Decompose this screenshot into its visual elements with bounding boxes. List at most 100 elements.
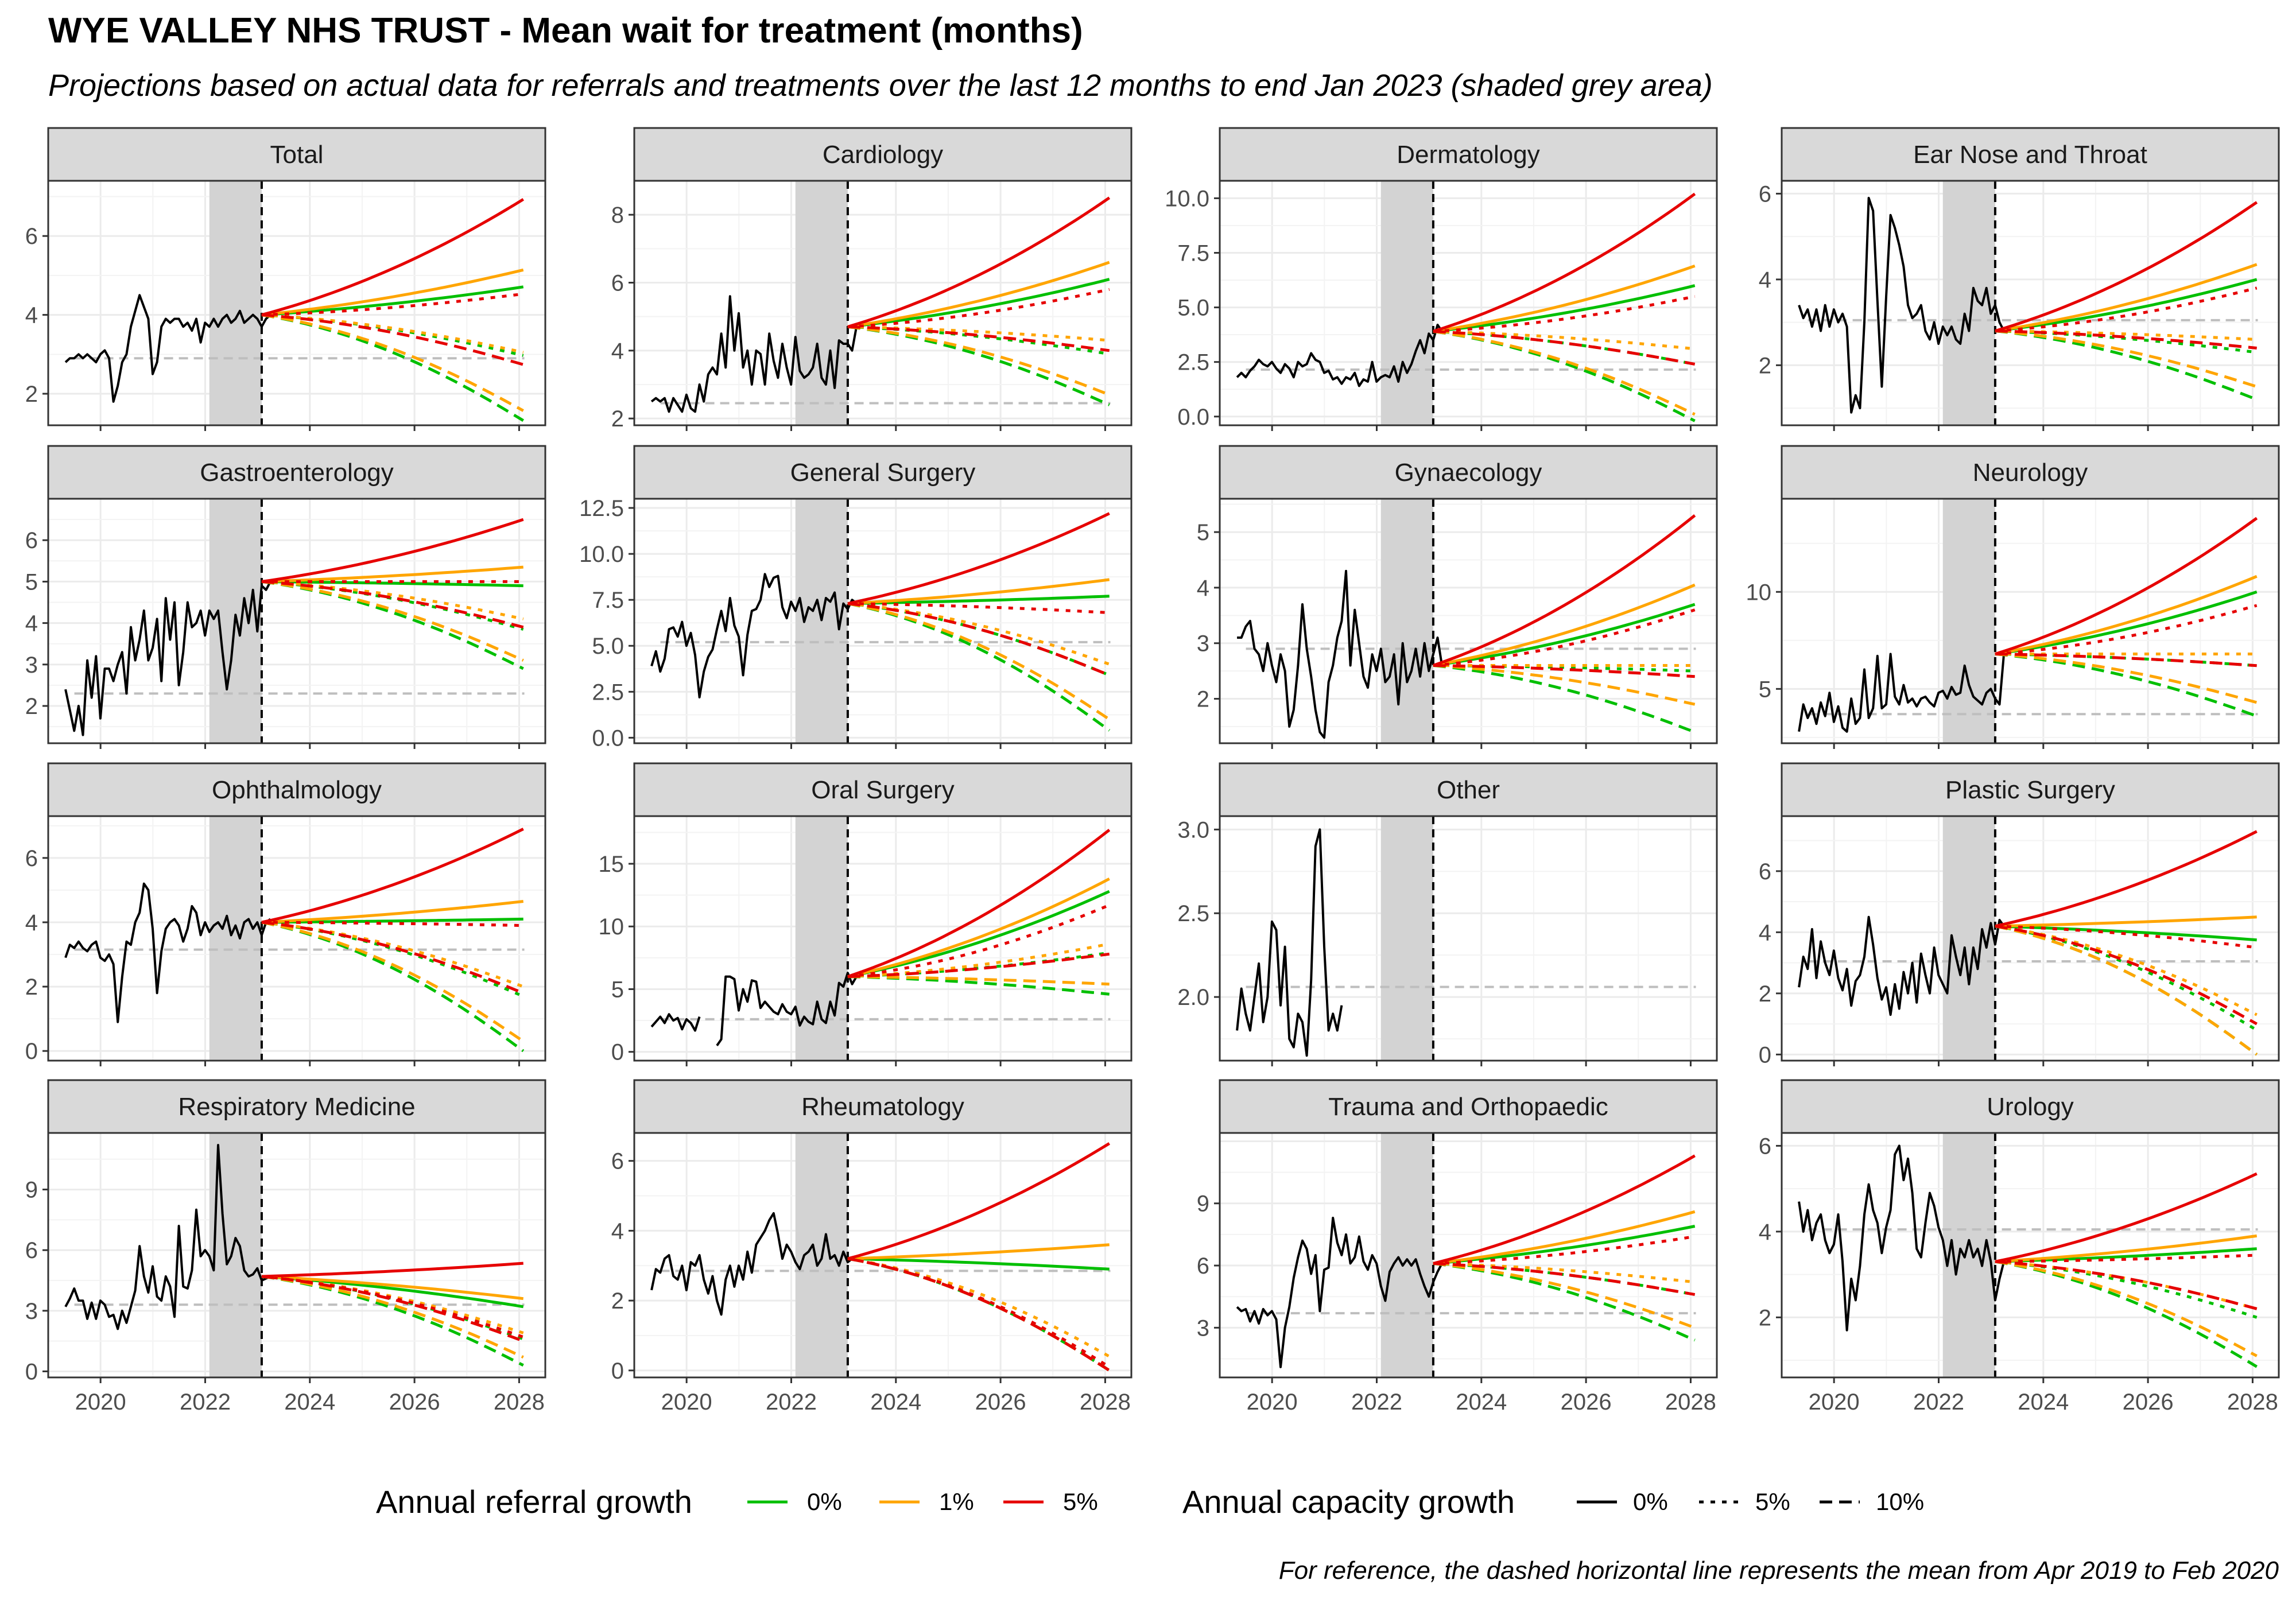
projection-r5 — [1995, 830, 2258, 928]
projection-r1c10 — [847, 975, 1110, 986]
y-tick-label: 4 — [1759, 1220, 1771, 1245]
projection-r1 — [1995, 915, 2257, 928]
projection-r5c5 — [261, 292, 523, 317]
projection-r0 — [1433, 603, 1696, 667]
facet-label: Oral Surgery — [811, 776, 954, 804]
facet-label: Neurology — [1973, 459, 2088, 487]
projection-r0 — [847, 1257, 1110, 1271]
x-tick-label: 2020 — [661, 1389, 712, 1415]
facet-label: Urology — [1987, 1093, 2074, 1121]
y-tick-label: 0 — [1759, 1042, 1771, 1068]
x-tick-label: 2026 — [975, 1389, 1026, 1415]
projection-r1 — [1995, 575, 2258, 655]
y-tick-label: 2.5 — [1177, 350, 1209, 375]
y-tick-label: 5 — [1759, 677, 1771, 702]
projection-r1c10 — [261, 921, 525, 1043]
facet-label: Other — [1437, 776, 1500, 804]
shaded-period — [795, 816, 848, 1061]
projection-r1c10 — [261, 580, 524, 662]
panel-dermatology: Dermatology 0.0 2.5 5.0 7.5 10.0 — [1165, 127, 1718, 431]
y-tick-label: 2.5 — [592, 680, 624, 705]
panel-total: Total 2 4 6 — [25, 127, 546, 431]
panel-border — [47, 1132, 546, 1379]
projection-r5c10 — [1995, 329, 2257, 350]
projection-r5c10 — [847, 325, 1110, 352]
facet-label: Plastic Surgery — [1945, 776, 2115, 804]
y-tick-label: 5 — [25, 569, 38, 595]
projection-r5 — [847, 512, 1110, 605]
shaded-period — [209, 181, 262, 425]
x-tick-label: 2028 — [494, 1389, 545, 1415]
facet-label: Respiratory Medicine — [178, 1093, 415, 1121]
chart-caption: For reference, the dashed horizontal lin… — [1278, 1556, 2279, 1585]
legend: Annual referral growth 0% 1% 5% Annual capac… — [376, 1484, 1924, 1520]
projection-r1 — [847, 261, 1110, 328]
panel-gynaecology: Gynaecology 2 3 4 5 — [1197, 445, 1718, 749]
projection-r1c10 — [1995, 925, 2258, 1056]
projection-r0 — [847, 595, 1110, 605]
facet-strip — [1781, 762, 2280, 817]
shaded-period — [1942, 499, 1995, 743]
panel-ophthalmology: Ophthalmology 0 2 4 6 — [25, 762, 546, 1066]
projection-r1c5 — [261, 580, 524, 620]
y-tick-label: 3 — [1197, 631, 1209, 657]
projection-r5c10 — [1995, 653, 2257, 667]
projection-r1c10 — [1995, 1260, 2258, 1357]
projection-r0c10 — [1995, 1260, 2258, 1368]
projection-r0 — [1995, 278, 2258, 333]
actual-series — [1798, 915, 2005, 1016]
panel-neurology: Neurology 5 10 — [1746, 445, 2280, 749]
x-tick-label: 2022 — [180, 1389, 231, 1415]
projection-r0 — [1995, 590, 2258, 655]
projection-r1 — [847, 1243, 1110, 1260]
projection-r1 — [261, 565, 523, 583]
projection-r5c5 — [1995, 925, 2258, 949]
projection-r1 — [847, 877, 1110, 979]
projection-r0 — [261, 285, 524, 317]
projection-r0c10 — [261, 580, 524, 670]
y-tick-label: 15 — [599, 852, 625, 877]
projection-r5 — [261, 1261, 523, 1278]
y-tick-label: 2.0 — [1177, 985, 1209, 1010]
y-tick-label: 6 — [25, 528, 38, 553]
y-tick-label: 2 — [611, 406, 624, 432]
gridlines — [1781, 181, 2279, 425]
facet-label: Ophthalmology — [212, 776, 382, 804]
projection-r1c5 — [847, 1257, 1110, 1358]
panel-plastic-surgery: Plastic Surgery 0 2 4 6 — [1759, 762, 2280, 1068]
shaded-period — [209, 816, 262, 1061]
y-tick-label: 0 — [25, 1039, 38, 1064]
projection-r5 — [1995, 517, 2258, 655]
panel-border — [1219, 498, 1718, 744]
legend-capacity-title: Annual capacity growth — [1182, 1484, 1515, 1520]
panel-border — [633, 498, 1133, 744]
gridlines — [48, 816, 545, 1061]
y-tick-label: 6 — [611, 1149, 624, 1174]
x-tick-label: 2024 — [2018, 1389, 2069, 1415]
gridlines — [634, 1133, 1131, 1377]
actual-series — [1237, 569, 1444, 739]
projection-r5c5 — [1995, 286, 2258, 333]
projection-r5c10 — [847, 952, 1110, 979]
panel-urology: Urology 2 4 6 2020 2022 2024 2026 2028 — [1759, 1079, 2280, 1415]
facet-strip — [633, 1079, 1133, 1134]
projection-r1c10 — [847, 325, 1110, 397]
projection-r1c5 — [1433, 1261, 1695, 1284]
projection-r0c10 — [1433, 1261, 1696, 1342]
projection-r5 — [1995, 201, 2258, 332]
y-tick-label: 3 — [25, 653, 38, 678]
projection-r0 — [261, 580, 523, 588]
y-tick-label: 5 — [611, 977, 624, 1002]
y-tick-label: 10 — [599, 914, 625, 940]
projection-r1c5 — [1433, 329, 1695, 351]
projection-r0c10 — [847, 975, 1110, 996]
panel-border — [633, 1132, 1133, 1379]
x-tick-label: 2026 — [2123, 1389, 2174, 1415]
shaded-period — [1380, 499, 1433, 743]
actual-series — [1798, 653, 2006, 733]
y-tick-label: 2 — [1759, 1305, 1771, 1330]
y-tick-label: 2.5 — [1177, 901, 1209, 926]
projection-r0c5 — [1433, 664, 1695, 673]
panel-other: Other 2.0 2.5 3.0 — [1177, 762, 1718, 1066]
